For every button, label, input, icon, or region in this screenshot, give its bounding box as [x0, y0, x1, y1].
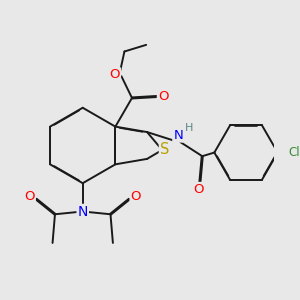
- Text: S: S: [160, 142, 169, 158]
- Text: O: O: [24, 190, 35, 203]
- Text: N: N: [77, 205, 88, 219]
- Text: N: N: [173, 129, 183, 142]
- Text: O: O: [130, 190, 141, 203]
- Text: O: O: [193, 183, 204, 196]
- Text: Cl: Cl: [289, 146, 300, 159]
- Text: O: O: [110, 68, 120, 81]
- Text: H: H: [185, 123, 194, 133]
- Text: O: O: [158, 90, 168, 103]
